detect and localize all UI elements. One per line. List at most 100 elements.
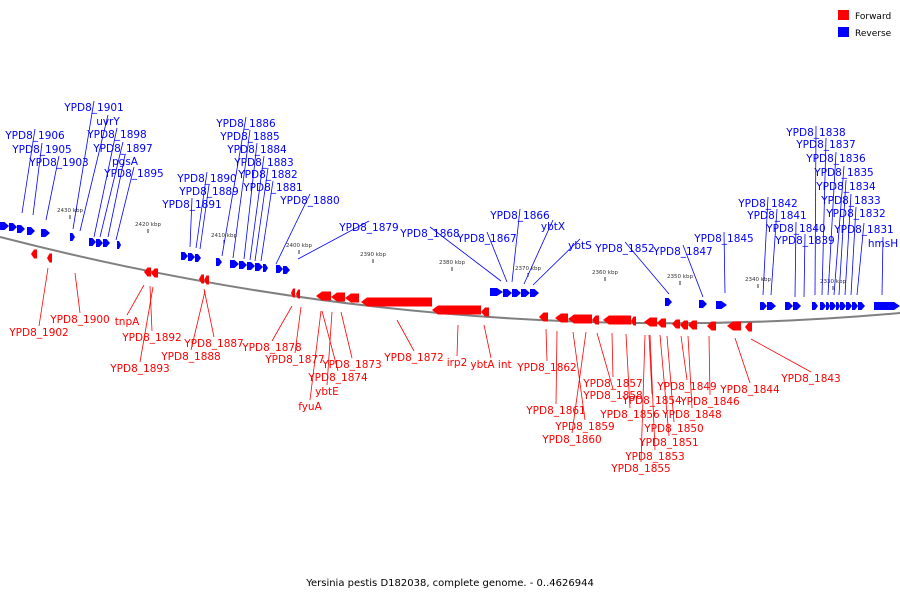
gene-label-YPD8_1887[interactable]: YPD8_1887 — [183, 338, 243, 350]
reverse-gene-arrow-2[interactable] — [9, 223, 17, 231]
reverse-gene-arrow-41[interactable] — [852, 302, 858, 310]
gene-label-YPD8_1903[interactable]: YPD8_1903 — [28, 157, 88, 169]
reverse-gene-arrow-8[interactable] — [96, 239, 103, 247]
forward-gene-arrow-20[interactable] — [631, 316, 636, 326]
gene-label-YPD8_1848[interactable]: YPD8_1848 — [661, 409, 721, 421]
reverse-gene-arrow-14[interactable] — [216, 258, 222, 266]
forward-gene-arrow-7[interactable] — [291, 288, 295, 298]
reverse-gene-arrow-40[interactable] — [846, 302, 852, 310]
reverse-gene-arrow-42[interactable] — [858, 302, 865, 310]
reverse-gene-arrow-25[interactable] — [521, 289, 530, 297]
gene-label-YPD8_1900[interactable]: YPD8_1900 — [49, 314, 109, 326]
gene-label-YPD8_1841[interactable]: YPD8_1841 — [746, 210, 806, 222]
forward-gene-arrow-21[interactable] — [644, 317, 657, 327]
gene-label-YPD8_1844[interactable]: YPD8_1844 — [719, 384, 780, 396]
gene-label-YPD8_1897[interactable]: YPD8_1897 — [92, 143, 152, 155]
reverse-gene-arrow-9[interactable] — [103, 239, 110, 247]
reverse-gene-arrow-37[interactable] — [830, 302, 836, 310]
gene-label-YPD8_1892[interactable]: YPD8_1892 — [121, 332, 181, 344]
gene-label-YPD8_1859[interactable]: YPD8_1859 — [554, 421, 614, 433]
gene-label-YPD8_1884[interactable]: YPD8_1884 — [226, 144, 287, 156]
gene-label-YPD8_1881[interactable]: YPD8_1881 — [242, 182, 302, 194]
gene-label-YPD8_1902[interactable]: YPD8_1902 — [8, 327, 68, 339]
gene-label-YPD8_1840[interactable]: YPD8_1840 — [765, 223, 825, 235]
reverse-gene-arrow-3[interactable] — [17, 225, 25, 233]
reverse-gene-arrow-33[interactable] — [793, 302, 801, 310]
gene-label-YPD8_1857[interactable]: YPD8_1857 — [582, 378, 642, 390]
forward-gene-arrow-9[interactable] — [316, 291, 331, 301]
forward-gene-arrow-22[interactable] — [657, 318, 666, 328]
gene-label-YPD8_1886[interactable]: YPD8_1886 — [215, 118, 276, 130]
gene-label-YPD8_1858[interactable]: YPD8_1858 — [582, 390, 642, 402]
forward-gene-arrow-16[interactable] — [555, 313, 568, 323]
reverse-gene-arrow-11[interactable] — [181, 252, 188, 260]
reverse-gene-arrow-24[interactable] — [512, 289, 521, 297]
reverse-gene-arrow-27[interactable] — [665, 298, 672, 306]
reverse-gene-arrow-12[interactable] — [188, 253, 195, 261]
gene-label-YPD8_1867[interactable]: YPD8_1867 — [456, 233, 516, 245]
gene-label-YPD8_1882[interactable]: YPD8_1882 — [237, 169, 297, 181]
forward-gene-arrow-18[interactable] — [592, 315, 599, 325]
gene-label-ybtX[interactable]: ybtX — [541, 221, 565, 233]
forward-gene-arrow-24[interactable] — [680, 320, 688, 330]
forward-gene-arrow-11[interactable] — [345, 293, 359, 303]
gene-label-ybtE[interactable]: ybtE — [315, 386, 339, 398]
gene-label-YPD8_1880[interactable]: YPD8_1880 — [279, 195, 339, 207]
reverse-gene-arrow-36[interactable] — [826, 302, 830, 310]
gene-label-YPD8_1831[interactable]: YPD8_1831 — [833, 224, 893, 236]
forward-gene-arrow-2[interactable] — [47, 253, 52, 263]
gene-label-YPD8_1868[interactable]: YPD8_1868 — [399, 228, 459, 240]
gene-label-YPD8_1843[interactable]: YPD8_1843 — [780, 373, 840, 385]
reverse-gene-arrow-17[interactable] — [247, 262, 255, 270]
gene-label-YPD8_1842[interactable]: YPD8_1842 — [737, 198, 797, 210]
gene-label-uvrY[interactable]: uvrY — [96, 116, 120, 128]
gene-label-YPD8_1877[interactable]: YPD8_1877 — [264, 354, 324, 366]
gene-label-YPD8_1906[interactable]: YPD8_1906 — [4, 130, 65, 142]
reverse-gene-arrow-4[interactable] — [27, 227, 35, 235]
forward-gene-arrow-8[interactable] — [296, 289, 300, 299]
reverse-gene-arrow-28[interactable] — [699, 300, 707, 308]
reverse-gene-arrow-15[interactable] — [230, 260, 239, 268]
reverse-gene-arrow-30[interactable] — [760, 302, 767, 310]
reverse-gene-arrow-6[interactable] — [70, 233, 75, 241]
gene-label-YPD8_1901[interactable]: YPD8_1901 — [63, 102, 123, 114]
gene-label-YPD8_1854[interactable]: YPD8_1854 — [621, 395, 682, 407]
reverse-gene-arrow-13[interactable] — [195, 254, 201, 262]
reverse-gene-arrow-19[interactable] — [263, 264, 268, 272]
gene-label-fyuA[interactable]: fyuA — [298, 401, 322, 413]
gene-label-YPD8_1874[interactable]: YPD8_1874 — [307, 372, 368, 384]
gene-label-YPD8_1878[interactable]: YPD8_1878 — [241, 342, 301, 354]
forward-gene-arrow-14[interactable] — [481, 307, 489, 317]
forward-gene-arrow-4[interactable] — [151, 268, 158, 278]
gene-label-YPD8_1846[interactable]: YPD8_1846 — [679, 396, 740, 408]
forward-gene-arrow-17[interactable] — [568, 314, 592, 324]
gene-label-YPD8_1885[interactable]: YPD8_1885 — [219, 131, 279, 143]
gene-label-YPD8_1890[interactable]: YPD8_1890 — [176, 173, 236, 185]
forward-gene-arrow-28[interactable] — [745, 322, 752, 332]
gene-label-YPD8_1879[interactable]: YPD8_1879 — [338, 222, 398, 234]
forward-gene-arrow-12[interactable] — [361, 297, 432, 307]
gene-label-YPD8_1855[interactable]: YPD8_1855 — [610, 463, 670, 475]
gene-label-YPD8_1905[interactable]: YPD8_1905 — [11, 144, 71, 156]
gene-label-YPD8_1833[interactable]: YPD8_1833 — [820, 195, 880, 207]
reverse-gene-arrow-5[interactable] — [41, 229, 50, 237]
gene-label-YPD8_1847[interactable]: YPD8_1847 — [652, 246, 712, 258]
gene-label-YPD8_1851[interactable]: YPD8_1851 — [638, 437, 698, 449]
forward-gene-arrow-23[interactable] — [672, 319, 680, 329]
gene-label-YPD8_1832[interactable]: YPD8_1832 — [825, 208, 885, 220]
reverse-gene-arrow-7[interactable] — [89, 238, 96, 246]
forward-gene-arrow-19[interactable] — [603, 315, 631, 325]
gene-label-hmsH[interactable]: hmsH — [868, 238, 898, 250]
reverse-gene-arrow-22[interactable] — [490, 288, 503, 296]
gene-label-tnpA[interactable]: tnpA — [115, 316, 140, 328]
forward-gene-arrow-25[interactable] — [688, 320, 697, 330]
forward-gene-arrow-10[interactable] — [331, 292, 345, 302]
gene-label-YPD8_1838[interactable]: YPD8_1838 — [785, 127, 845, 139]
reverse-gene-arrow-29[interactable] — [716, 301, 727, 309]
gene-label-YPD8_1850[interactable]: YPD8_1850 — [643, 423, 703, 435]
gene-label-YPD8_1872[interactable]: YPD8_1872 — [383, 352, 443, 364]
gene-label-YPD8_1898[interactable]: YPD8_1898 — [86, 129, 146, 141]
gene-label-YPD8_1889[interactable]: YPD8_1889 — [178, 186, 238, 198]
forward-gene-arrow-3[interactable] — [144, 267, 151, 277]
reverse-gene-arrow-35[interactable] — [820, 302, 826, 310]
